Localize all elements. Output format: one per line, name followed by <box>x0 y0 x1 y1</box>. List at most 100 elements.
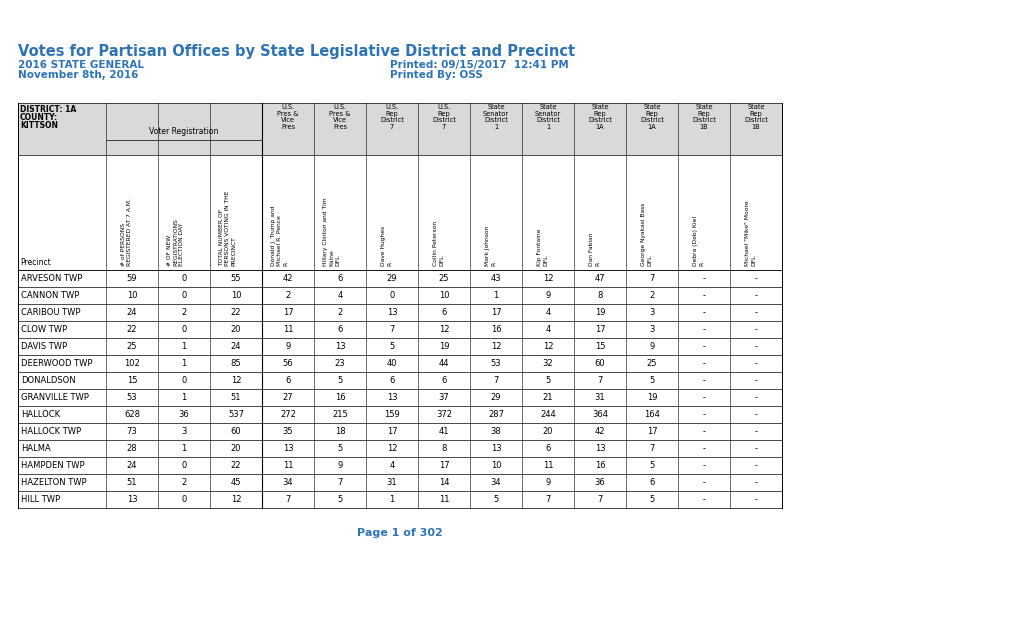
Text: 73: 73 <box>126 427 138 436</box>
Text: 3: 3 <box>181 427 186 436</box>
Text: 2: 2 <box>181 308 186 317</box>
Text: 6: 6 <box>441 308 446 317</box>
Bar <box>18 491 782 508</box>
Bar <box>18 338 782 355</box>
Text: 13: 13 <box>282 444 293 453</box>
Text: -: - <box>754 478 757 487</box>
Text: HAZELTON TWP: HAZELTON TWP <box>21 478 87 487</box>
Text: 4: 4 <box>337 291 342 300</box>
Text: 53: 53 <box>126 393 138 402</box>
Text: Precinct: Precinct <box>20 258 51 267</box>
Text: Voter Registration: Voter Registration <box>149 127 218 136</box>
Bar <box>18 474 782 491</box>
Text: State
Rep
District
1A: State Rep District 1A <box>640 104 663 130</box>
Text: 9: 9 <box>285 342 290 351</box>
Text: U.S.
Rep
District
7: U.S. Rep District 7 <box>432 104 455 130</box>
Text: 44: 44 <box>438 359 448 368</box>
Text: HALLOCK: HALLOCK <box>21 410 60 419</box>
Text: 47: 47 <box>594 274 604 283</box>
Text: 10: 10 <box>126 291 138 300</box>
Text: DEERWOOD TWP: DEERWOOD TWP <box>21 359 93 368</box>
Text: 37: 37 <box>438 393 449 402</box>
Text: 6: 6 <box>337 325 342 334</box>
Text: 5: 5 <box>649 461 654 470</box>
Text: 13: 13 <box>386 308 397 317</box>
Text: Donald J. Trump and
Michael R. Pence
R: Donald J. Trump and Michael R. Pence R <box>271 206 287 266</box>
Text: 4: 4 <box>389 461 394 470</box>
Text: -: - <box>754 291 757 300</box>
Text: 34: 34 <box>282 478 293 487</box>
Text: 13: 13 <box>334 342 345 351</box>
Bar <box>18 321 782 338</box>
Text: Dan Fabian
R: Dan Fabian R <box>589 233 599 266</box>
Text: # OF NEW
REGISTRATIONS
ELECTION DAY: # OF NEW REGISTRATIONS ELECTION DAY <box>167 219 183 266</box>
Text: 1: 1 <box>181 359 186 368</box>
Text: 29: 29 <box>490 393 500 402</box>
Text: 19: 19 <box>646 393 656 402</box>
Text: 159: 159 <box>384 410 399 419</box>
Text: 164: 164 <box>643 410 659 419</box>
Text: 11: 11 <box>282 325 293 334</box>
Text: 17: 17 <box>646 427 656 436</box>
Text: 6: 6 <box>389 376 394 385</box>
Text: -: - <box>702 291 705 300</box>
Text: -: - <box>702 325 705 334</box>
Text: 51: 51 <box>230 393 242 402</box>
Text: 36: 36 <box>594 478 605 487</box>
Text: 53: 53 <box>490 359 500 368</box>
Text: 12: 12 <box>490 342 500 351</box>
Text: 5: 5 <box>337 376 342 385</box>
Text: State
Rep
District
1B: State Rep District 1B <box>691 104 715 130</box>
Text: -: - <box>754 325 757 334</box>
Text: 1: 1 <box>181 393 186 402</box>
Text: 3: 3 <box>649 308 654 317</box>
Bar <box>18 372 782 389</box>
Text: 16: 16 <box>490 325 500 334</box>
Text: 24: 24 <box>126 461 138 470</box>
Text: 0: 0 <box>181 376 186 385</box>
Text: 4: 4 <box>545 308 550 317</box>
Text: 0: 0 <box>181 274 186 283</box>
Text: 628: 628 <box>124 410 140 419</box>
Text: 2: 2 <box>181 478 186 487</box>
Text: 9: 9 <box>337 461 342 470</box>
Text: 6: 6 <box>441 376 446 385</box>
Text: 0: 0 <box>181 325 186 334</box>
Bar <box>18 287 782 304</box>
Text: 372: 372 <box>435 410 451 419</box>
Text: COUNTY:: COUNTY: <box>20 113 58 122</box>
Text: -: - <box>754 444 757 453</box>
Text: -: - <box>702 427 705 436</box>
Text: 0: 0 <box>181 291 186 300</box>
Bar <box>18 103 782 155</box>
Text: 5: 5 <box>389 342 394 351</box>
Text: 42: 42 <box>594 427 604 436</box>
Text: 13: 13 <box>594 444 604 453</box>
Text: 11: 11 <box>542 461 552 470</box>
Text: TOTAL NUMBER OF
PERSONS VOTING IN THE
PRECINCT: TOTAL NUMBER OF PERSONS VOTING IN THE PR… <box>219 191 235 266</box>
Text: Michael "Mike" Moore
DFL: Michael "Mike" Moore DFL <box>745 201 755 266</box>
Text: 85: 85 <box>230 359 242 368</box>
Text: 8: 8 <box>597 291 602 300</box>
Bar <box>18 389 782 406</box>
Text: 7: 7 <box>493 376 498 385</box>
Text: -: - <box>754 461 757 470</box>
Text: Votes for Partisan Offices by State Legislative District and Precinct: Votes for Partisan Offices by State Legi… <box>18 44 575 59</box>
Text: 12: 12 <box>542 342 552 351</box>
Text: 12: 12 <box>438 325 448 334</box>
Text: 5: 5 <box>649 376 654 385</box>
Text: 10: 10 <box>438 291 448 300</box>
Text: -: - <box>754 393 757 402</box>
Text: George Nyakasi Bass
DFL: George Nyakasi Bass DFL <box>641 202 651 266</box>
Text: 19: 19 <box>438 342 448 351</box>
Text: Hillary Clinton and Tim
Kaine
DFL: Hillary Clinton and Tim Kaine DFL <box>323 197 339 266</box>
Text: -: - <box>702 359 705 368</box>
Text: 10: 10 <box>490 461 500 470</box>
Text: 1: 1 <box>389 495 394 504</box>
Text: 1: 1 <box>181 444 186 453</box>
Text: 34: 34 <box>490 478 500 487</box>
Text: -: - <box>754 376 757 385</box>
Text: -: - <box>702 495 705 504</box>
Text: 102: 102 <box>124 359 140 368</box>
Text: 16: 16 <box>334 393 345 402</box>
